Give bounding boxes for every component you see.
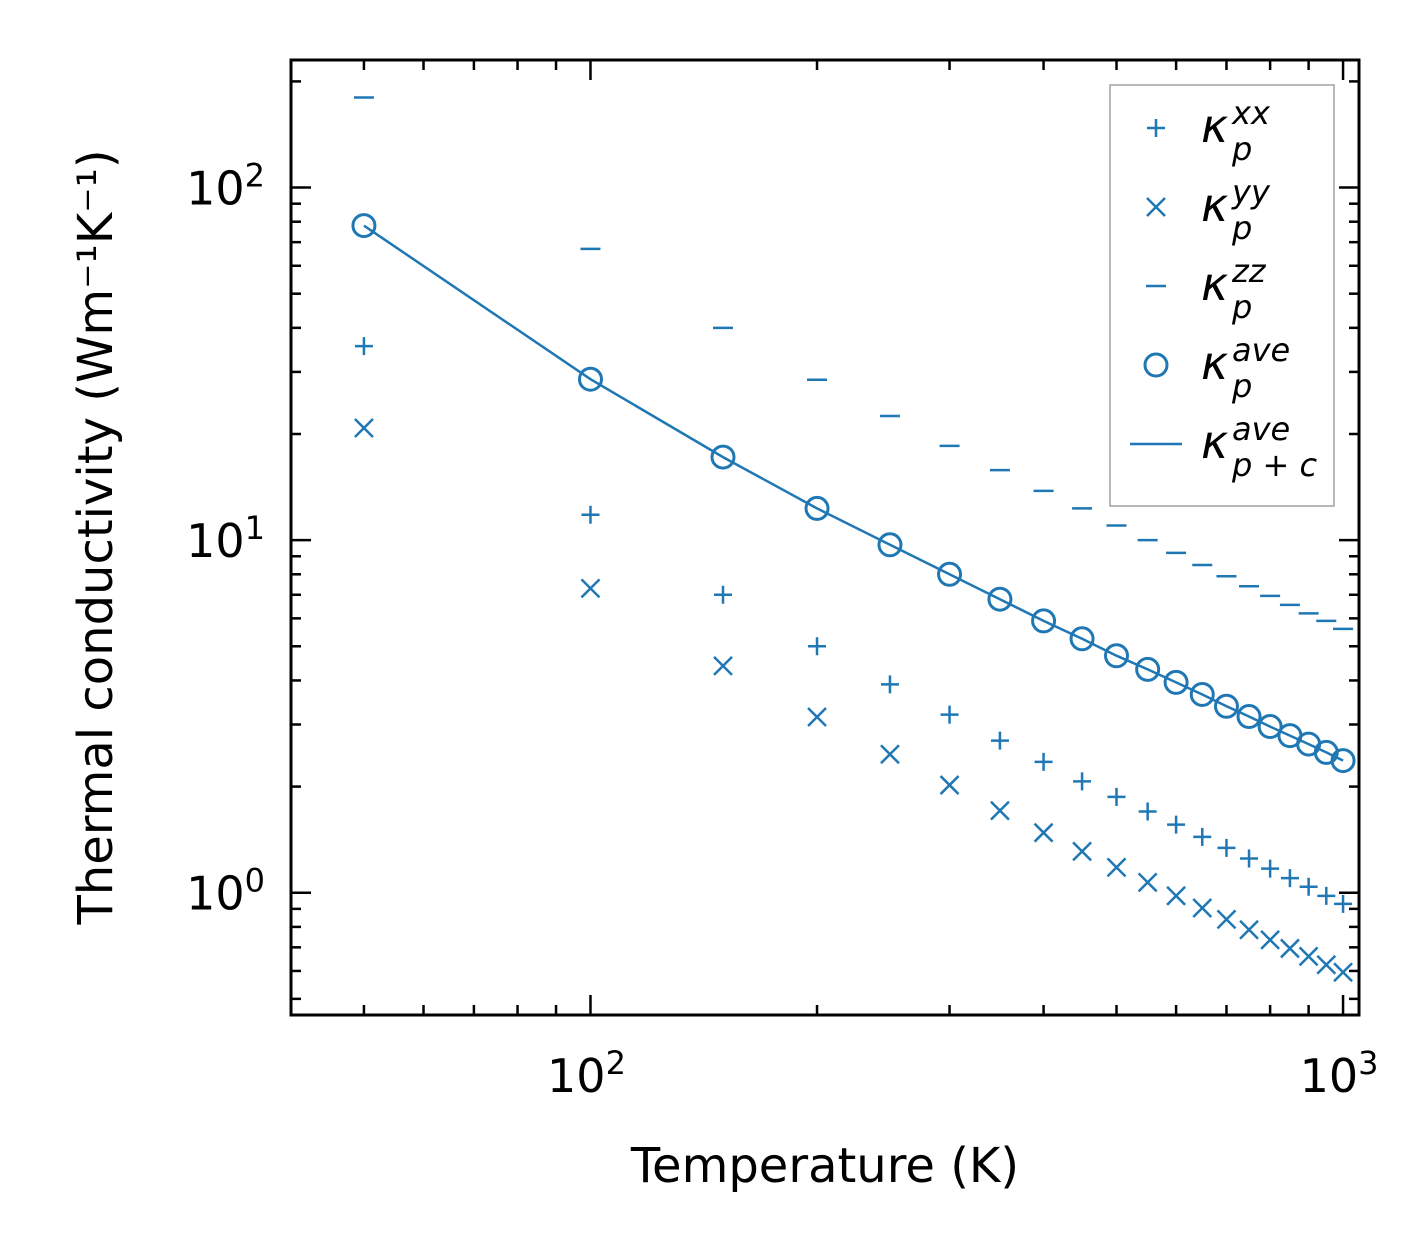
data-point-ave: [1135, 656, 1161, 682]
legend-marker: [1146, 197, 1166, 217]
series-line-kappa-pc-ave: [363, 224, 1344, 762]
data-point-yy: [713, 655, 733, 676]
data-point-xx: [1334, 894, 1353, 913]
data-point-ave: [1330, 748, 1356, 774]
data-point-ave: [1069, 626, 1095, 652]
data-point-xx: [1167, 815, 1186, 834]
legend-label: κ zz p: [1201, 252, 1267, 326]
legend-label: κ yy p: [1201, 173, 1271, 247]
data-point-ave: [1257, 714, 1283, 740]
x-tick-label: 103: [1300, 1044, 1379, 1103]
data-point-ave: [1236, 704, 1262, 730]
data-point-yy: [1280, 938, 1300, 959]
plot-frame: [289, 58, 1361, 1017]
data-point-yy: [1216, 909, 1237, 930]
data-point-yy: [1316, 954, 1337, 975]
legend: κ xx pκ yy pκ zz pκ ave pκ ave p + c: [1109, 84, 1335, 507]
data-point-xx: [1240, 849, 1259, 868]
data-point-ave: [1104, 643, 1130, 669]
data-point-xx: [1073, 772, 1092, 791]
data-point-yy: [580, 578, 601, 599]
data-point-yy: [354, 418, 374, 438]
data-point-yy: [1260, 929, 1281, 950]
y-tick-label: 102: [186, 157, 265, 216]
y-tick-label: 101: [186, 509, 265, 568]
data-point-xx: [1107, 787, 1126, 806]
data-point-ave: [804, 495, 830, 521]
legend-marker: [1143, 352, 1169, 378]
data-point-yy: [990, 800, 1010, 821]
data-point-ave: [1189, 681, 1215, 707]
y-axis-title: Thermal conductivity (Wm⁻¹K⁻¹): [68, 149, 124, 925]
data-point-xx: [1261, 859, 1280, 878]
data-point-ave: [877, 532, 903, 558]
data-point-yy: [1033, 822, 1054, 843]
data-point-yy: [1192, 898, 1213, 918]
data-point-yy: [1298, 946, 1319, 967]
tick-labels: 102 103 100 101 102: [186, 157, 1378, 1103]
plot-area: [351, 96, 1356, 983]
data-point-xx: [808, 637, 827, 656]
data-point-ave: [1163, 669, 1189, 695]
data-point-yy: [807, 707, 827, 727]
data-point-ave: [1031, 608, 1057, 634]
data-point-ave: [937, 561, 963, 587]
data-point-yy: [1137, 872, 1158, 893]
data-point-yy: [1166, 885, 1186, 906]
data-point-xx: [1217, 838, 1236, 857]
data-point-xx: [581, 505, 600, 524]
data-point-yy: [880, 744, 900, 765]
data-point-ave: [351, 213, 377, 239]
data-point-yy: [1239, 919, 1259, 940]
data-point-xx: [1317, 886, 1336, 905]
data-point-yy: [1106, 857, 1127, 878]
legend-label: κ xx p: [1201, 94, 1271, 168]
x-tick-label: 102: [547, 1044, 626, 1103]
legend-label: κ ave p: [1201, 331, 1290, 405]
data-point-yy: [1333, 962, 1353, 983]
data-point-xx: [354, 337, 373, 356]
data-point-xx: [1138, 802, 1157, 821]
data-point-xx: [990, 731, 1009, 750]
legend-box: [1109, 84, 1335, 507]
data-point-ave: [987, 586, 1013, 612]
data-point-xx: [1280, 869, 1299, 888]
data-point-ave: [577, 366, 603, 392]
data-point-xx: [1299, 877, 1318, 896]
y-tick-label: 100: [186, 862, 265, 921]
legend-marker: [1147, 119, 1165, 137]
data-point-xx: [1193, 827, 1212, 846]
data-point-ave: [710, 444, 736, 470]
data-point-xx: [1034, 752, 1053, 771]
data-point-xx: [714, 585, 733, 604]
data-point-yy: [939, 775, 960, 795]
data-point-ave: [1213, 693, 1239, 719]
data-point-xx: [940, 705, 959, 724]
legend-label: κ ave p + c: [1201, 410, 1317, 484]
data-point-xx: [880, 675, 899, 694]
data-point-yy: [1072, 841, 1092, 862]
x-axis-title: Temperature (K): [630, 1138, 1019, 1194]
axis-ticks: [289, 60, 1359, 1015]
